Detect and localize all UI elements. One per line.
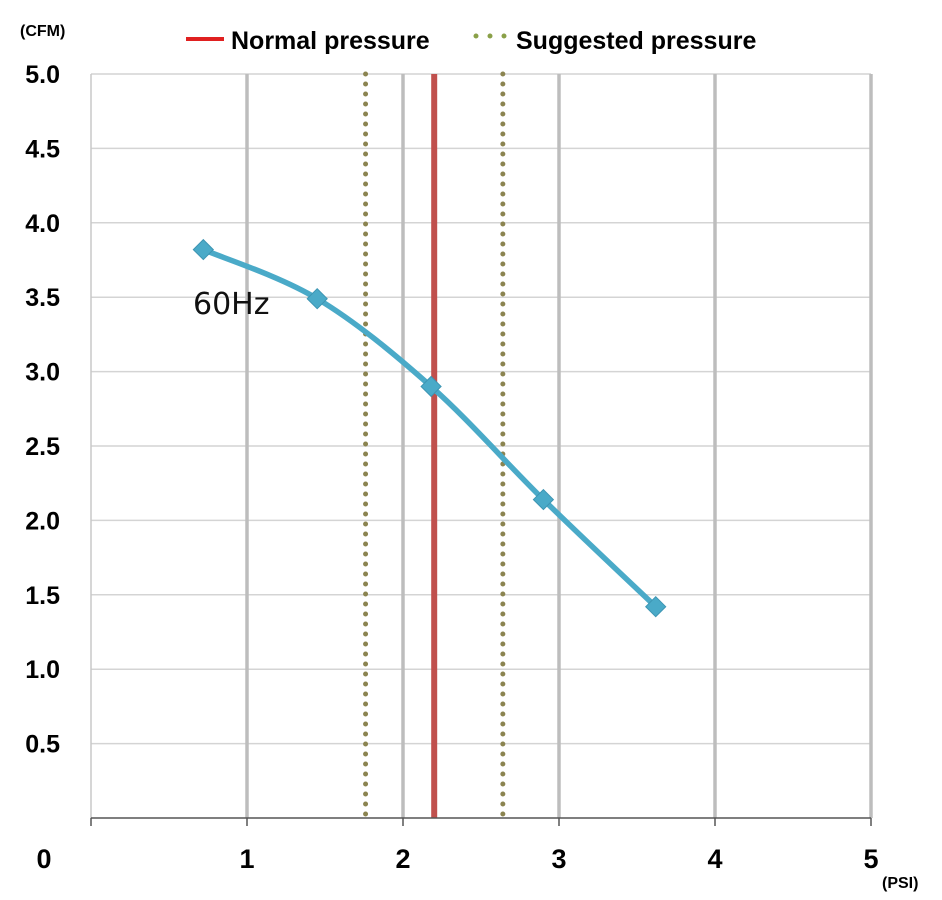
- x-tick-label: 3: [551, 844, 566, 874]
- grid: [91, 73, 873, 818]
- legend-suggested-pressure-label: Suggested pressure: [516, 27, 756, 55]
- series-annotation-60hz: 60Hz: [193, 287, 269, 322]
- y-tick-label: 2.0: [25, 507, 60, 535]
- y-tick-label: 4.5: [25, 135, 60, 163]
- axes: [90, 74, 872, 826]
- legend: Normal pressure Suggested pressure: [186, 27, 756, 55]
- data-point-60hz: [532, 488, 555, 511]
- data-point-60hz: [420, 375, 442, 398]
- y-axis-unit-label: (CFM): [20, 23, 65, 40]
- x-tick-label: 5: [863, 844, 878, 874]
- data-point-60hz: [306, 287, 328, 310]
- tick-labels: 0.5 1.0 1.5 2.0 2.5 3.0 3.5 4.0 4.5 5.0 0 1 2 3 4 5: [25, 61, 878, 874]
- y-tick-label: 3.5: [25, 284, 60, 312]
- x-tick-label: 1: [239, 844, 254, 874]
- y-tick-label: 1.0: [25, 656, 60, 684]
- x-tick-label: 2: [395, 844, 410, 874]
- data-point-60hz: [645, 595, 667, 618]
- series: [192, 238, 667, 618]
- y-tick-label: 2.5: [25, 433, 60, 461]
- y-tick-label: 5.0: [25, 61, 60, 89]
- x-tick-label: 4: [707, 844, 722, 874]
- x-axis-unit-label: (PSI): [882, 875, 918, 892]
- reference-lines: [363, 71, 506, 821]
- y-tick-label: 1.5: [25, 582, 60, 610]
- data-point-60hz: [192, 238, 215, 261]
- series-line-60hz: [200, 246, 659, 610]
- y-tick-label: 4.0: [25, 210, 60, 238]
- y-tick-label: 0.5: [25, 731, 60, 759]
- x-tick-label: 0: [36, 844, 51, 874]
- y-tick-label: 3.0: [25, 359, 60, 387]
- legend-normal-pressure-label: Normal pressure: [231, 27, 430, 55]
